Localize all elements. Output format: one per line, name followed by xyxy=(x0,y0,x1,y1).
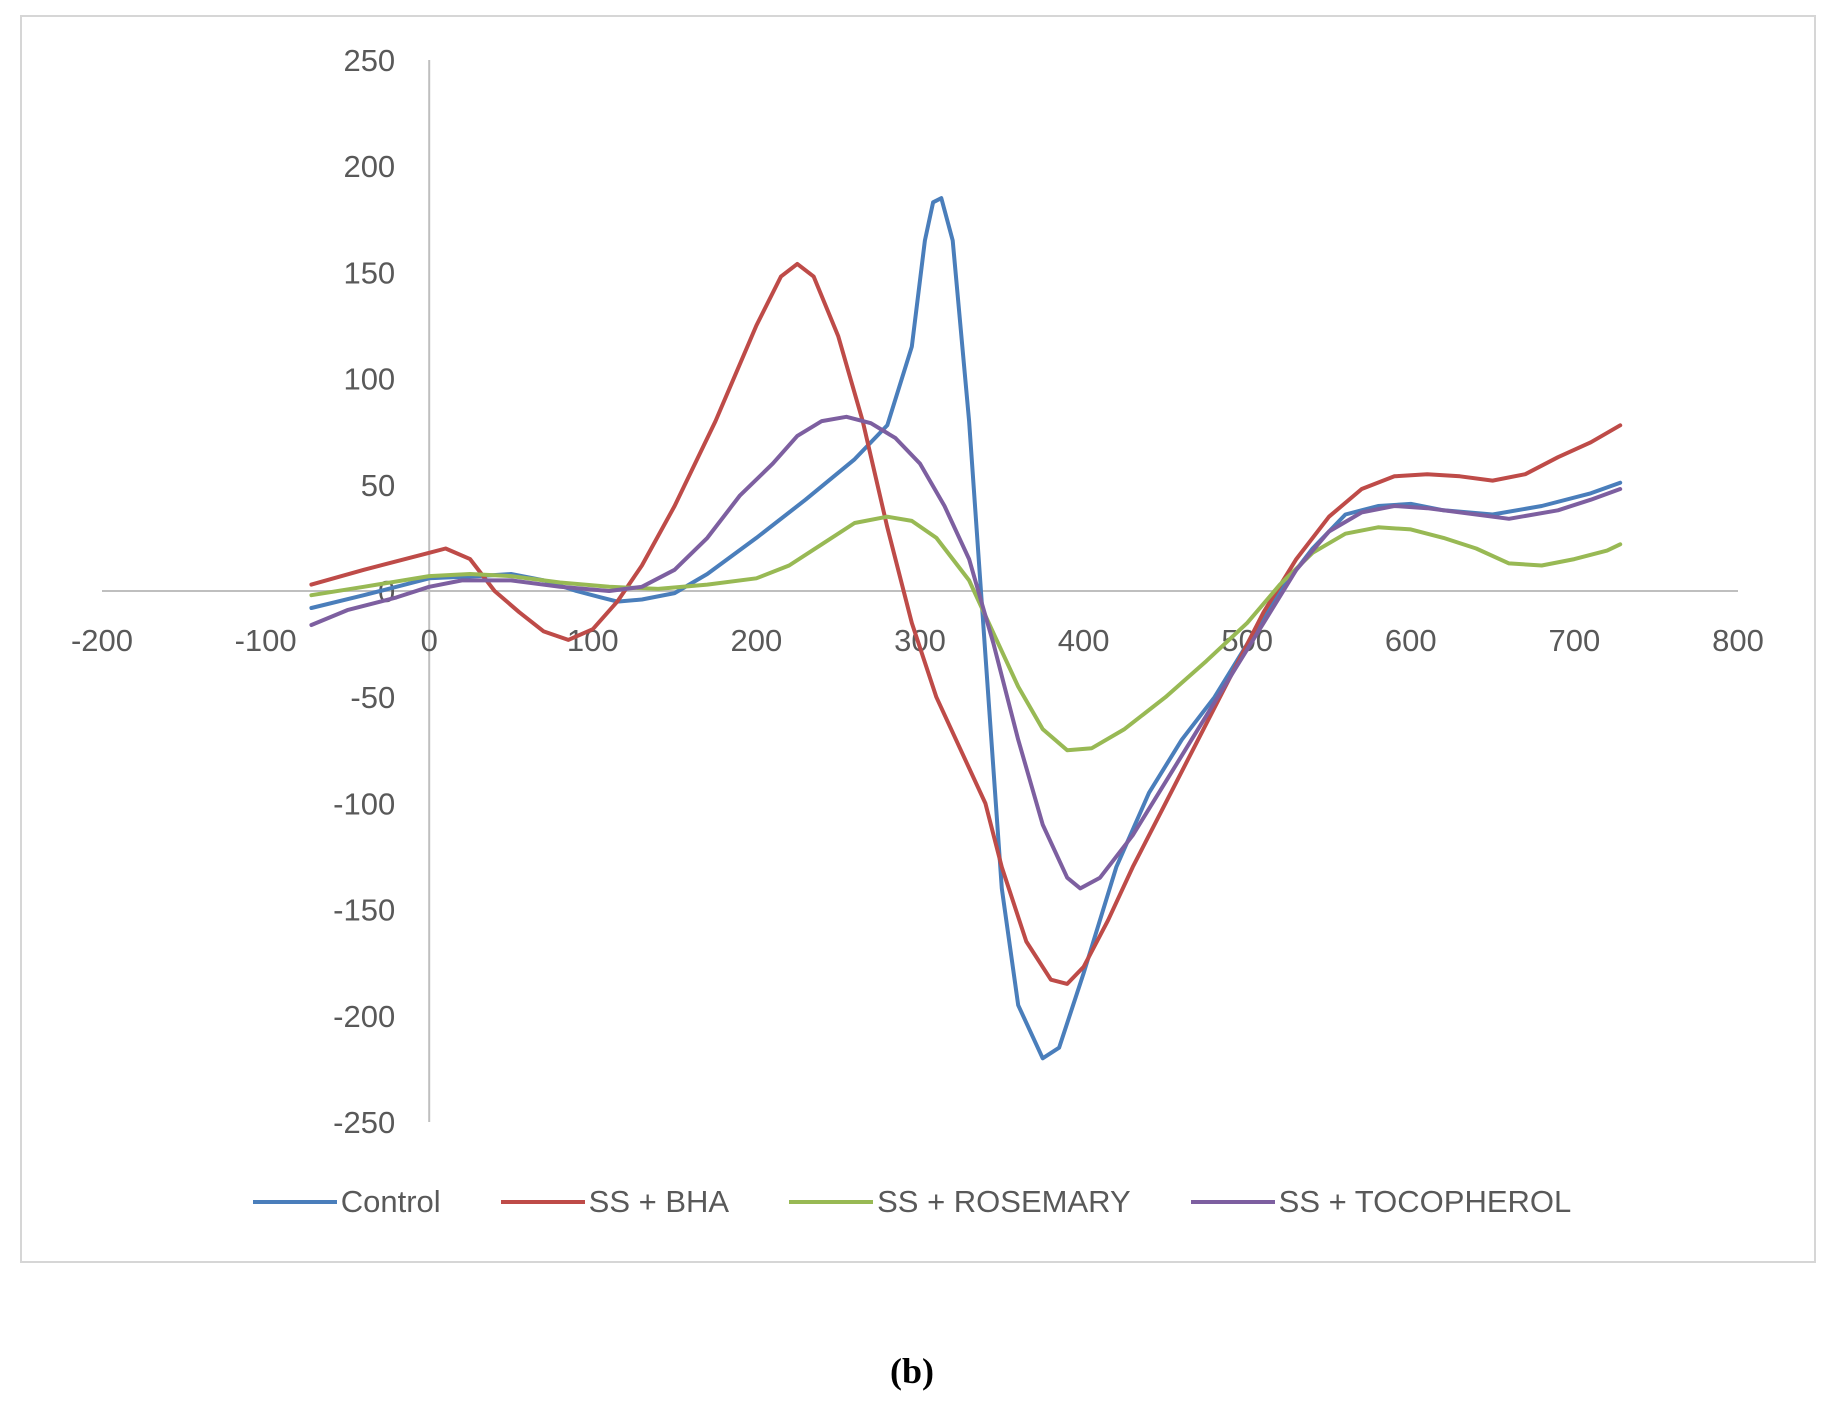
caption-text: (b) xyxy=(890,1351,934,1391)
y-tick-label: 200 xyxy=(343,149,395,184)
legend-item: SS + ROSEMARY xyxy=(789,1184,1131,1220)
plot-area: -200 -100 0 100 200 300 400 500 600 700 8002502001… xyxy=(71,43,1764,1140)
series-line-ss-rosemary xyxy=(309,514,1623,753)
x-tick-label: -200 xyxy=(71,623,133,658)
x-tick-label: 400 xyxy=(1058,623,1110,658)
legend-item: SS + TOCOPHEROL xyxy=(1190,1184,1572,1220)
y-tick-label: 150 xyxy=(343,255,395,290)
x-tick-label: 600 xyxy=(1385,623,1437,658)
figure-caption: (b) xyxy=(0,1350,1824,1392)
x-tick-label: 800 xyxy=(1712,623,1764,658)
legend-swatch xyxy=(1190,1200,1275,1204)
legend-swatch xyxy=(789,1200,874,1204)
legend-label: SS + BHA xyxy=(588,1184,730,1219)
legend-swatch xyxy=(500,1200,585,1204)
legend: Control SS + BHA SS + ROSEMARY SS + TOCOPHE… xyxy=(0,1184,1824,1220)
y-tick-label: -50 xyxy=(350,680,395,715)
legend-swatch xyxy=(252,1200,337,1204)
series-line-ss-bha xyxy=(309,261,1623,986)
legend-label: SS + TOCOPHEROL xyxy=(1278,1184,1572,1219)
x-tick-label: 700 xyxy=(1549,623,1601,658)
y-tick-label: -250 xyxy=(333,1105,395,1140)
y-tick-label: -100 xyxy=(333,786,395,821)
legend-item: Control xyxy=(252,1184,441,1220)
series-line-control xyxy=(309,196,1623,1061)
y-tick-label: -200 xyxy=(333,999,395,1034)
legend-label: Control xyxy=(340,1184,441,1219)
x-tick-label: 0 xyxy=(421,623,438,658)
y-tick-label: 50 xyxy=(361,468,395,503)
x-tick-label: 200 xyxy=(731,623,783,658)
y-tick-label: 100 xyxy=(343,362,395,397)
legend-item: SS + BHA xyxy=(500,1184,730,1220)
legend-label: SS + ROSEMARY xyxy=(877,1184,1131,1219)
y-tick-label: 250 xyxy=(343,43,395,78)
y-tick-label: -150 xyxy=(333,893,395,928)
series-line-ss-tocopherol xyxy=(309,414,1623,891)
x-tick-label: -100 xyxy=(235,623,297,658)
